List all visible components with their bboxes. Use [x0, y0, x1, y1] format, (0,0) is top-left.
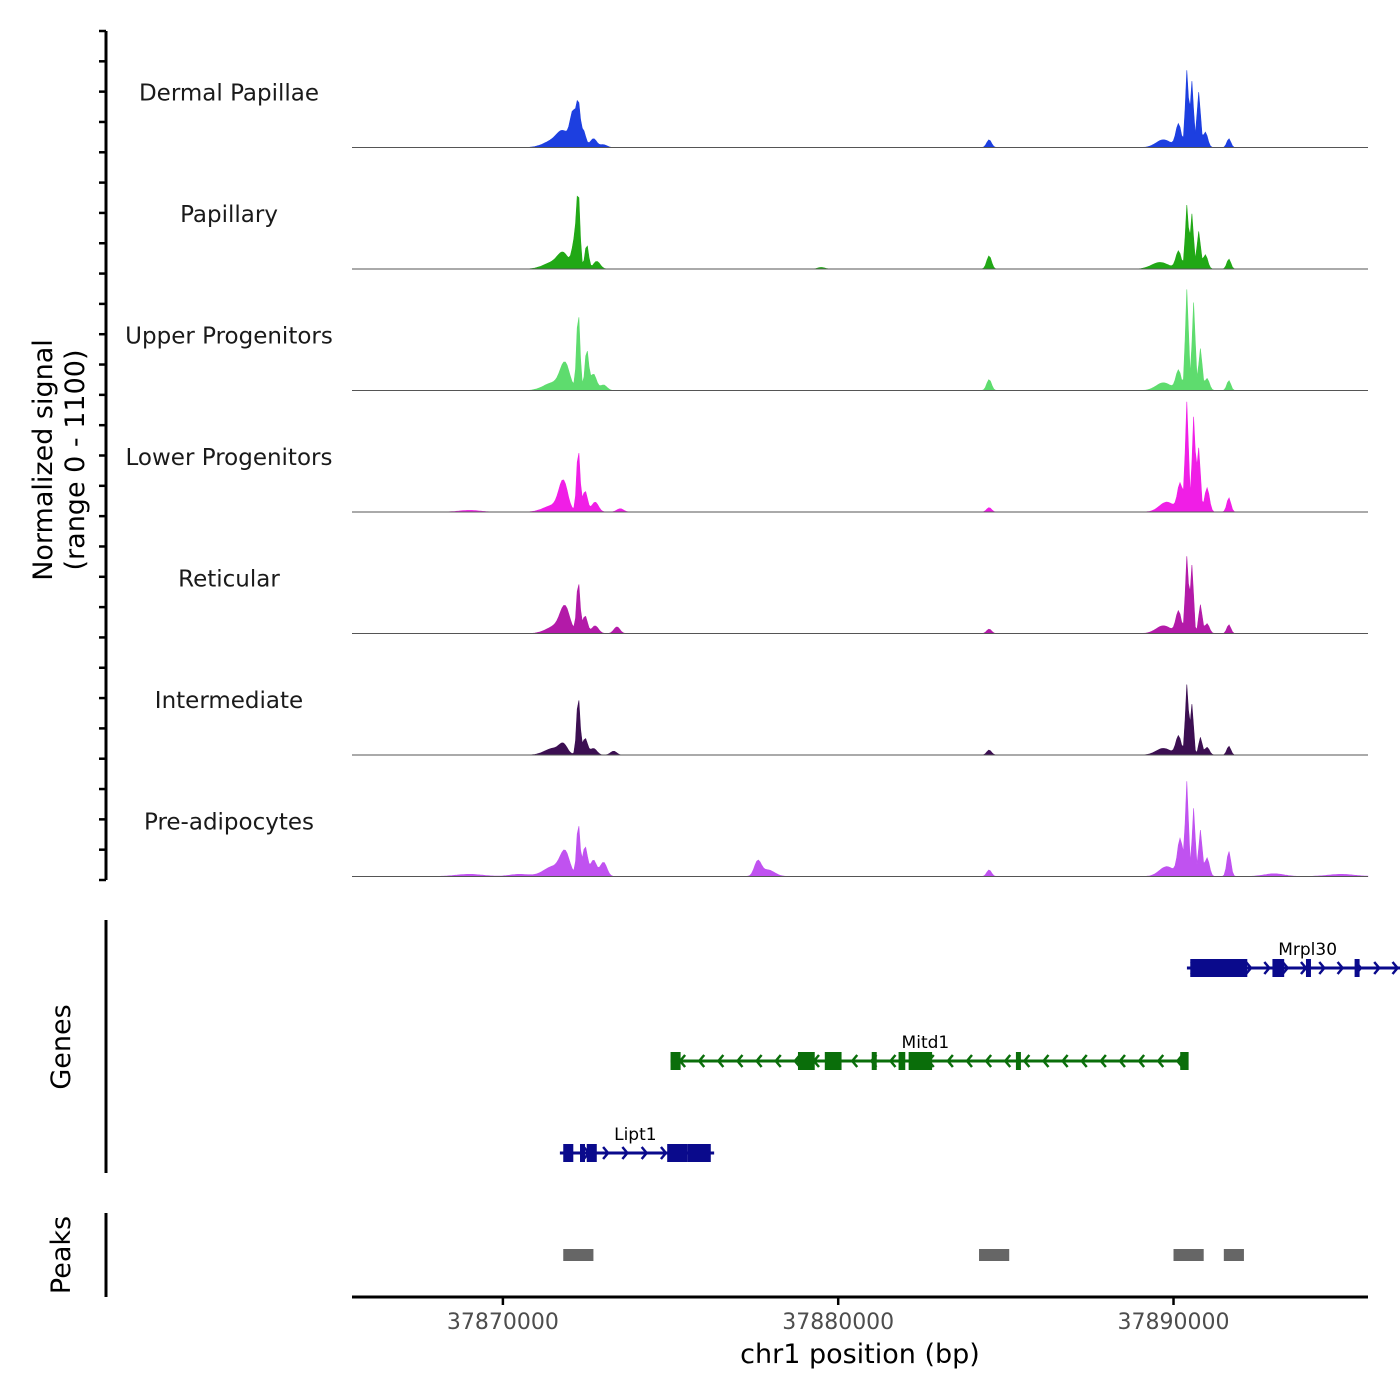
x-axis-title: chr1 position (bp): [740, 1339, 980, 1370]
peak-region: [1223, 1249, 1244, 1261]
x-tick-label: 37890000: [1118, 1310, 1230, 1335]
strand-arrow: [640, 1146, 649, 1160]
exon: [580, 1144, 586, 1162]
strand-arrow: [965, 1054, 973, 1068]
exon: [586, 1144, 597, 1162]
signal-track-3: [352, 289, 1368, 391]
peak-region: [1173, 1249, 1204, 1261]
exon: [670, 1052, 681, 1070]
genes-axis-title: Genes: [46, 1004, 77, 1089]
peaks-panel: [563, 1249, 1244, 1261]
gene-label: Mitd1: [902, 1033, 950, 1053]
peak-region: [979, 1249, 1010, 1261]
strand-arrow: [888, 1054, 897, 1068]
y-axis-title: Normalized signal: [28, 339, 59, 581]
strand-arrow: [1245, 961, 1253, 975]
exon: [908, 1052, 933, 1070]
track-label-1: Dermal Papillae: [139, 81, 319, 107]
gene-label: Mrpl30: [1278, 940, 1337, 960]
strand-arrow: [1099, 1054, 1107, 1068]
signal-track-7: [352, 781, 1369, 877]
strand-arrow: [602, 1146, 610, 1160]
gene-mrpl30: Mrpl30: [1186, 940, 1400, 977]
peaks-axis-title: Peaks: [46, 1216, 77, 1294]
gene-lipt1: Lipt1: [559, 1125, 715, 1162]
x-tick-label: 37870000: [447, 1310, 559, 1335]
track-label-3: Upper Progenitors: [125, 324, 333, 350]
strand-arrow: [1022, 1054, 1031, 1068]
x-axis: 37870000 37880000 37890000: [352, 1295, 1368, 1335]
signal-track-6: [352, 684, 1368, 756]
strand-arrow: [1263, 961, 1271, 975]
signal-track-5: [352, 556, 1368, 634]
strand-arrow: [1281, 961, 1290, 975]
exon: [898, 1052, 906, 1070]
exon: [1354, 959, 1360, 977]
strand-arrow: [984, 1054, 993, 1068]
strand-arrow: [1336, 961, 1345, 975]
track-label-5: Reticular: [178, 567, 280, 593]
strand-arrow: [1118, 1054, 1126, 1068]
track-label-2: Papillary: [180, 202, 278, 228]
x-tick-label: 37880000: [782, 1310, 894, 1335]
strand-arrow: [1041, 1054, 1050, 1068]
signal-panel: Dermal Papillae Papillary Upper Progenitor…: [99, 29, 1369, 1297]
strand-arrow: [1318, 961, 1326, 975]
strand-arrow: [1080, 1054, 1088, 1068]
strand-arrow: [1060, 1054, 1069, 1068]
strand-arrow: [754, 1054, 763, 1068]
genes-panel: Mrpl30 Mitd1 Lipt1: [559, 940, 1400, 1162]
peak-region: [563, 1249, 594, 1261]
y-axis-subtitle: (range 0 - 1100): [60, 350, 91, 571]
strand-arrow: [1156, 1054, 1165, 1068]
strand-arrow: [659, 1146, 668, 1160]
strand-arrow: [1003, 1054, 1012, 1068]
exon: [1190, 959, 1248, 977]
exon: [797, 1052, 815, 1070]
strand-arrow: [716, 1054, 725, 1068]
exon: [1272, 959, 1285, 977]
exon: [871, 1052, 877, 1070]
strand-arrow: [946, 1054, 954, 1068]
strand-arrow: [850, 1054, 859, 1068]
signal-track-4: [352, 401, 1368, 513]
gene-mitd1: Mitd1: [670, 1033, 1189, 1070]
exon: [667, 1144, 688, 1162]
signal-track-2: [352, 195, 1368, 270]
exon: [1015, 1052, 1021, 1070]
strand-arrow: [1391, 961, 1400, 975]
track-label-7: Pre-adipocytes: [144, 810, 314, 836]
track-label-4: Lower Progenitors: [126, 445, 333, 471]
gene-label: Lipt1: [614, 1125, 656, 1145]
strand-arrow: [735, 1054, 744, 1068]
strand-arrow: [1373, 961, 1381, 975]
strand-arrow: [774, 1054, 782, 1068]
track-label-6: Intermediate: [155, 688, 303, 714]
exon: [563, 1144, 574, 1162]
strand-arrow: [621, 1146, 630, 1160]
exon: [824, 1052, 842, 1070]
exon: [1305, 959, 1311, 977]
signal-track-1: [352, 70, 1368, 148]
strand-arrow: [1137, 1054, 1146, 1068]
exon: [1180, 1052, 1189, 1070]
strand-arrow: [697, 1054, 706, 1068]
exon: [687, 1144, 711, 1162]
